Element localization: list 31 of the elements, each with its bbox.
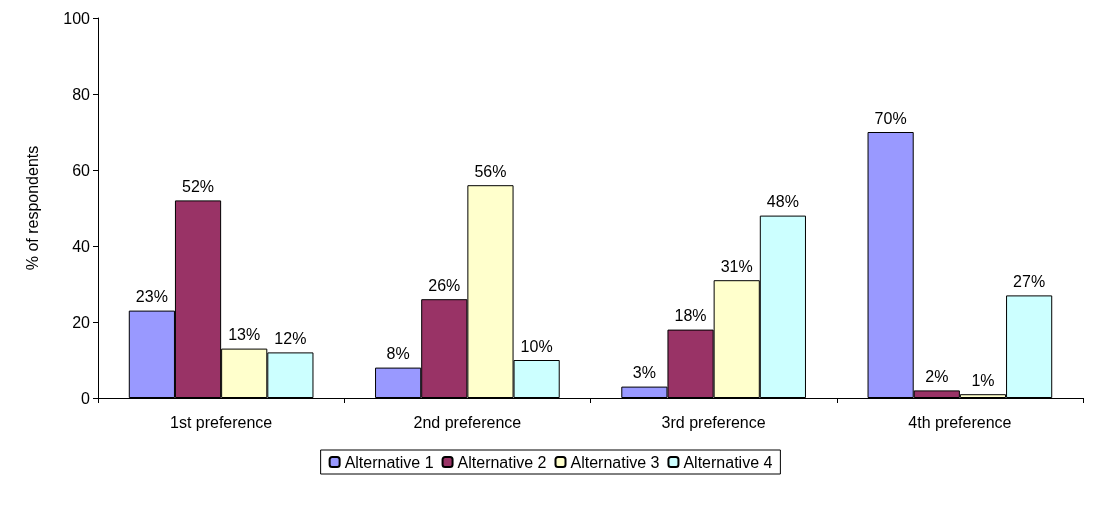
legend-label: Alternative 1	[344, 453, 434, 471]
x-tick-label: 4th preference	[908, 413, 1012, 431]
data-label: 27%	[1013, 272, 1046, 290]
y-tick-label: 80	[72, 85, 91, 103]
x-tick-label: 1st preference	[169, 413, 273, 431]
data-label: 2%	[925, 367, 949, 385]
y-tick-label: 40	[72, 237, 91, 255]
y-tick-label: 60	[72, 161, 91, 179]
data-label: 52%	[182, 177, 215, 195]
y-tick-label: 100	[63, 9, 91, 27]
y-tick-label: 20	[72, 313, 91, 331]
data-label: 23%	[135, 288, 168, 306]
data-label: 3%	[632, 364, 656, 382]
x-tick-label: 2nd preference	[413, 413, 522, 431]
data-label: 70%	[874, 109, 907, 127]
data-label: 18%	[674, 307, 707, 325]
x-tick-label: 3rd preference	[661, 413, 766, 431]
data-label: 48%	[766, 193, 799, 211]
legend-label: Alternative 4	[683, 453, 773, 471]
data-label: 13%	[228, 326, 261, 344]
data-label: 31%	[720, 257, 753, 275]
legend-label: Alternative 3	[570, 453, 660, 471]
legend-label: Alternative 2	[457, 453, 547, 471]
data-label: 8%	[386, 345, 410, 363]
y-axis-title: % of respondents	[23, 145, 41, 271]
data-label: 26%	[428, 276, 461, 294]
y-tick-label: 0	[81, 389, 91, 407]
data-label: 1%	[971, 371, 995, 389]
data-label: 12%	[274, 329, 307, 347]
data-label: 10%	[520, 337, 553, 355]
data-label: 56%	[474, 162, 507, 180]
